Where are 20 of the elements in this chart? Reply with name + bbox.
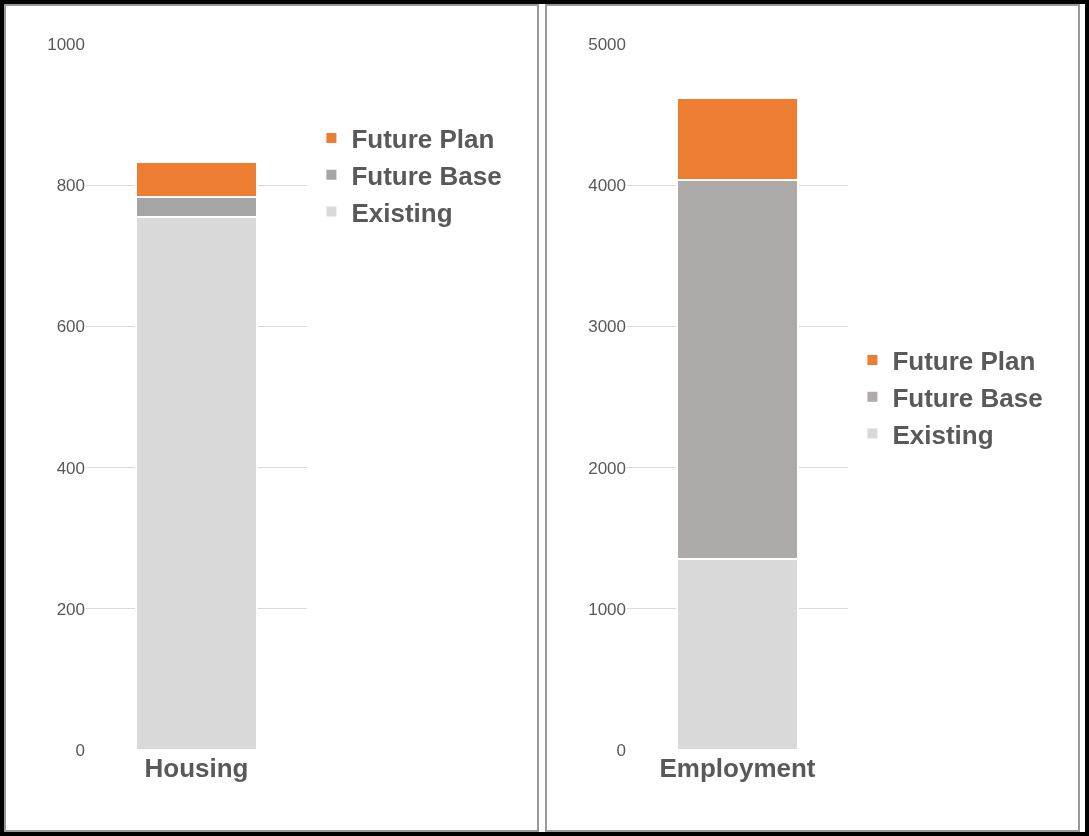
y-tick-label: 400 — [56, 458, 85, 478]
legend-label: Existing — [892, 419, 994, 450]
x-tick-label: Housing — [144, 753, 249, 783]
y-tick-label: 1000 — [47, 34, 85, 54]
legend-label: Future Base — [351, 160, 502, 191]
y-tick-label: 3000 — [588, 317, 626, 337]
y-tick-label: 5000 — [588, 34, 626, 54]
y-tick-label: 0 — [75, 740, 85, 760]
legend-label: Future Base — [892, 382, 1043, 413]
y-tick-label: 200 — [56, 599, 85, 619]
y-tick-label: 1000 — [588, 599, 626, 619]
x-tick-label: Employment — [659, 753, 816, 783]
y-tick-label: 2000 — [588, 458, 626, 478]
y-tick-label: 800 — [56, 176, 85, 196]
y-tick-label: 600 — [56, 317, 85, 337]
legend-label: Future Plan — [892, 346, 1036, 377]
y-tick-label: 4000 — [588, 176, 626, 196]
y-tick-label: 0 — [616, 740, 626, 760]
legend-label: Existing — [351, 197, 453, 228]
legend-label: Future Plan — [351, 124, 495, 155]
